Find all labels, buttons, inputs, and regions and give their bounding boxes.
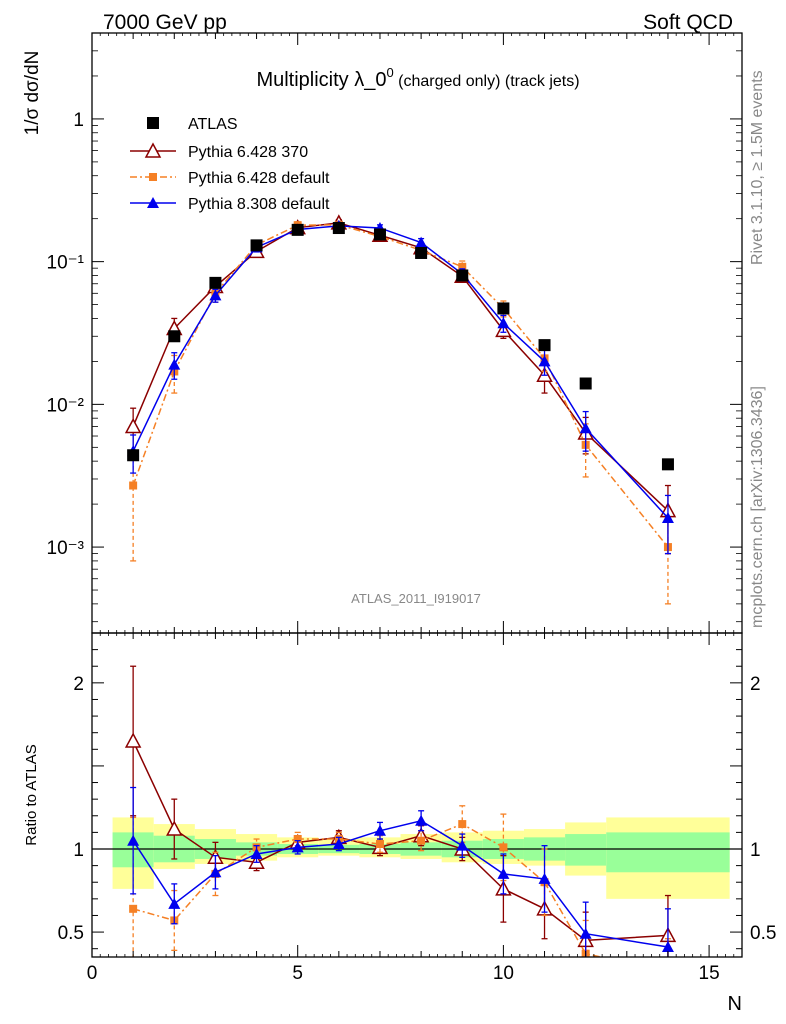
analysis-watermark: ATLAS_2011_I919017 (351, 591, 481, 606)
data-point (332, 222, 345, 235)
x-tick-label: 5 (292, 963, 303, 984)
band-inner-segment (565, 834, 607, 866)
ratio-point (291, 841, 304, 853)
data-point (127, 449, 140, 462)
legend-marker-py6-370 (144, 142, 162, 158)
ratio-y-tick-label-right: 2 (750, 674, 761, 695)
ratio-plot-series (124, 665, 677, 976)
data-point (661, 458, 674, 471)
ratio-point (417, 836, 426, 845)
ratio-y-tick-label-right: 1 (750, 840, 761, 861)
header-right: Soft QCD (643, 11, 733, 34)
ratio-ylabel: Ratio to ATLAS (23, 744, 40, 845)
ratio-point (373, 824, 386, 836)
ratio-series-1 (124, 665, 677, 957)
ratio-point (661, 941, 674, 953)
ratio-point (168, 897, 181, 909)
data-point (415, 236, 428, 248)
data-point (209, 289, 222, 301)
y-tick-label: 1 (73, 110, 84, 131)
main-ylabel: 1/σ dσ/dN (22, 51, 43, 136)
ratio-point (250, 847, 263, 859)
data-point (579, 377, 592, 390)
ratio-point (375, 840, 384, 849)
data-point (497, 302, 510, 315)
data-point (497, 317, 510, 329)
data-point (415, 246, 428, 259)
x-axis-label: N (728, 993, 742, 1015)
y-tick-label: 10⁻² (47, 395, 85, 416)
ratio-point (129, 904, 138, 913)
ratio-point (166, 820, 183, 836)
ratio-point (497, 867, 510, 879)
band-inner-segment (606, 832, 730, 873)
legend-label-py6-370: Pythia 6.428 370 (188, 144, 308, 161)
ratio-point (499, 843, 508, 852)
legend-marker-py8 (147, 197, 159, 208)
ratio-uncertainty-band (92, 817, 742, 899)
ratio-point (415, 814, 428, 826)
legend-label-py8: Pythia 8.308 default (188, 196, 330, 213)
chart-title: Multiplicity λ_00 (charged only) (track … (256, 65, 579, 91)
legend-label-py6-default: Pythia 6.428 default (188, 170, 330, 187)
legend-marker-py6-default (149, 173, 157, 181)
ratio-series-3 (127, 786, 674, 957)
main-plot-series (124, 214, 677, 605)
series-line (132, 222, 669, 512)
series-0 (127, 222, 674, 471)
series-3 (127, 219, 674, 555)
legend-marker-atlas (147, 117, 159, 129)
x-tick-label: 15 (699, 963, 720, 984)
ratio-point (458, 820, 467, 829)
ratio-point (456, 839, 469, 851)
title-main: Multiplicity λ_0 (256, 69, 386, 91)
data-point (538, 339, 551, 352)
ratio-point (127, 834, 140, 846)
data-point (209, 276, 222, 289)
mcplots-label: mcplots.cern.ch [arXiv:1306.3436] (749, 386, 766, 628)
ratio-y-tick-label-right: 0.5 (750, 923, 776, 944)
data-point (373, 228, 386, 241)
ratio-point (209, 866, 222, 878)
data-point (168, 330, 181, 343)
ratio-point (538, 872, 551, 884)
series-1 (124, 214, 677, 555)
ratio-y-tick-label: 0.5 (58, 923, 84, 944)
ratio-point (579, 927, 592, 939)
rivet-label: Rivet 3.1.10, ≥ 1.5M events (749, 70, 766, 265)
legend: ATLAS Pythia 6.428 370 Pythia 6.428 defa… (130, 116, 330, 213)
data-point (661, 511, 674, 523)
y-tick-label: 10⁻¹ (47, 253, 85, 274)
y-tick-label: 10⁻³ (47, 538, 85, 559)
data-point (168, 358, 181, 370)
data-point (538, 355, 551, 367)
series-line (132, 225, 669, 519)
data-point (579, 422, 592, 434)
legend-label-atlas: ATLAS (188, 116, 238, 133)
ratio-y-tick-label: 1 (73, 840, 84, 861)
ratio-point (332, 838, 345, 850)
title-sup: 0 (386, 65, 393, 80)
title-suffix: (charged only) (track jets) (394, 73, 580, 90)
ratio-point (293, 835, 302, 844)
data-point (291, 223, 304, 236)
data-point (458, 262, 467, 271)
axes: 0 5 10 15 1 10⁻¹ 10⁻² 10⁻³ 0.5 0.5 1 1 2 2 (47, 32, 776, 984)
ratio-point (664, 968, 672, 976)
ratio-frame (91, 632, 743, 958)
data-point (456, 269, 469, 282)
data-point (129, 481, 138, 490)
header-left: 7000 GeV pp (103, 11, 227, 34)
ratio-y-tick-label: 2 (73, 674, 84, 695)
ratio-point (124, 732, 142, 748)
x-tick-label: 0 (87, 963, 98, 984)
x-tick-label: 10 (493, 963, 514, 984)
data-point (250, 239, 263, 252)
data-point (124, 417, 142, 434)
